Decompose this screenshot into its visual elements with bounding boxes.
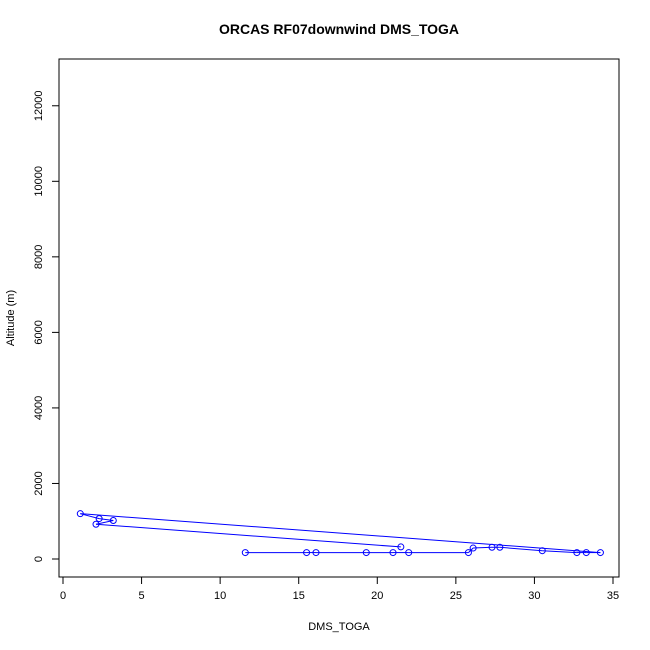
- data-point: [538, 547, 546, 555]
- x-axis-label: DMS_TOGA: [308, 621, 370, 633]
- x-axis: 0 5 10 15 20 25 30 35: [60, 576, 619, 602]
- y-tick-label: 10000: [33, 166, 45, 197]
- data-point: [241, 549, 249, 557]
- data-point: [109, 516, 117, 524]
- data-point: [405, 549, 413, 557]
- series-segment: [95, 523, 401, 548]
- series-segment: [99, 518, 114, 521]
- y-tick-label: 4000: [33, 396, 45, 420]
- chart-title: ORCAS RF07downwind DMS_TOGA: [219, 21, 459, 37]
- plot-frame: [58, 58, 620, 578]
- series-segment: [499, 546, 543, 552]
- y-tick-label: 0: [33, 556, 45, 562]
- x-tick-label: 15: [293, 590, 305, 602]
- data-point: [312, 549, 320, 557]
- x-tick-label: 25: [450, 590, 462, 602]
- series-segment: [80, 513, 601, 554]
- data-point: [92, 520, 100, 528]
- data-point: [389, 549, 397, 557]
- y-axis: 0 2000 4000 6000 8000 10000 12000: [33, 90, 60, 562]
- series-layer: [76, 510, 604, 557]
- data-point: [469, 544, 477, 552]
- data-point: [303, 549, 311, 557]
- x-tick-label: 35: [607, 590, 619, 602]
- x-tick-label: 5: [139, 590, 145, 602]
- y-tick-label: 2000: [33, 471, 45, 495]
- x-tick-label: 20: [371, 590, 383, 602]
- data-point: [582, 549, 590, 557]
- data-point: [464, 549, 472, 557]
- y-tick-label: 12000: [33, 90, 45, 121]
- data-point: [362, 549, 370, 557]
- x-tick-label: 10: [214, 590, 226, 602]
- data-point: [397, 543, 405, 551]
- y-tick-label: 6000: [33, 320, 45, 344]
- y-axis-label: Altitude (m): [5, 290, 17, 346]
- data-point: [596, 549, 604, 557]
- x-tick-label: 0: [60, 590, 66, 602]
- series-segment: [542, 550, 577, 554]
- data-point: [496, 543, 504, 551]
- x-tick-label: 30: [528, 590, 540, 602]
- data-point: [488, 543, 496, 551]
- data-point: [573, 549, 581, 557]
- y-tick-label: 8000: [33, 245, 45, 269]
- data-point: [76, 510, 84, 518]
- data-point: [95, 515, 103, 523]
